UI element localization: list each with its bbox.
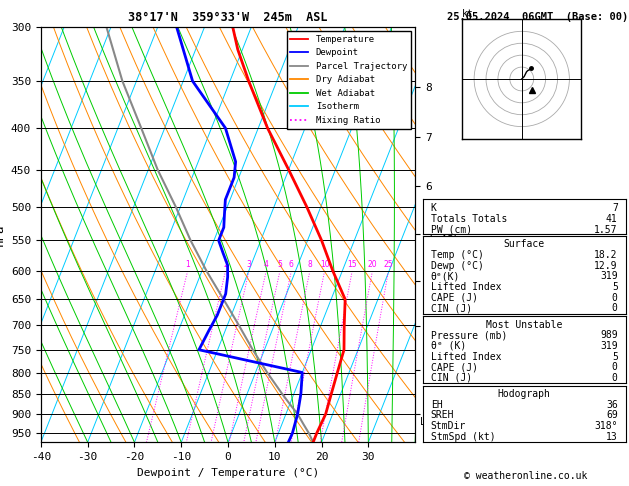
Text: Dewp (°C): Dewp (°C) bbox=[431, 260, 484, 271]
Text: 12.9: 12.9 bbox=[594, 260, 618, 271]
Text: 0: 0 bbox=[612, 293, 618, 303]
Text: θᵉ (K): θᵉ (K) bbox=[431, 341, 466, 351]
Title: 38°17'N  359°33'W  245m  ASL: 38°17'N 359°33'W 245m ASL bbox=[128, 11, 328, 24]
Text: CAPE (J): CAPE (J) bbox=[431, 293, 478, 303]
Text: 4: 4 bbox=[264, 260, 269, 269]
Text: 1: 1 bbox=[185, 260, 190, 269]
Text: CIN (J): CIN (J) bbox=[431, 303, 472, 313]
X-axis label: Dewpoint / Temperature (°C): Dewpoint / Temperature (°C) bbox=[137, 468, 319, 478]
Text: Totals Totals: Totals Totals bbox=[431, 214, 507, 224]
Text: 0: 0 bbox=[612, 303, 618, 313]
Text: LCL: LCL bbox=[420, 417, 437, 427]
Text: 318°: 318° bbox=[594, 421, 618, 431]
Text: θᵉ(K): θᵉ(K) bbox=[431, 271, 460, 281]
Text: PW (cm): PW (cm) bbox=[431, 225, 472, 235]
Y-axis label: hPa: hPa bbox=[0, 223, 6, 246]
Text: 319: 319 bbox=[600, 341, 618, 351]
Text: Hodograph: Hodograph bbox=[498, 389, 551, 399]
Text: Lifted Index: Lifted Index bbox=[431, 282, 501, 292]
Text: 8: 8 bbox=[308, 260, 312, 269]
Text: 20: 20 bbox=[367, 260, 377, 269]
Text: 7: 7 bbox=[612, 203, 618, 213]
Text: 10: 10 bbox=[320, 260, 330, 269]
Text: EH: EH bbox=[431, 399, 443, 410]
Text: 5: 5 bbox=[612, 282, 618, 292]
Text: 13: 13 bbox=[606, 432, 618, 442]
Text: Lifted Index: Lifted Index bbox=[431, 351, 501, 362]
Text: © weatheronline.co.uk: © weatheronline.co.uk bbox=[464, 471, 587, 481]
Text: 25.05.2024  06GMT  (Base: 00): 25.05.2024 06GMT (Base: 00) bbox=[447, 12, 628, 22]
Y-axis label: km
ASL: km ASL bbox=[441, 224, 461, 245]
Text: 3: 3 bbox=[247, 260, 252, 269]
Text: 0: 0 bbox=[612, 373, 618, 383]
Text: 0: 0 bbox=[612, 362, 618, 372]
Text: 36: 36 bbox=[606, 399, 618, 410]
Text: 2: 2 bbox=[223, 260, 228, 269]
Text: 25: 25 bbox=[384, 260, 393, 269]
Text: Pressure (mb): Pressure (mb) bbox=[431, 330, 507, 340]
Text: StmDir: StmDir bbox=[431, 421, 466, 431]
Text: 1.57: 1.57 bbox=[594, 225, 618, 235]
Text: 5: 5 bbox=[277, 260, 282, 269]
Text: 69: 69 bbox=[606, 410, 618, 420]
Text: 319: 319 bbox=[600, 271, 618, 281]
Text: Most Unstable: Most Unstable bbox=[486, 320, 562, 330]
Text: kt: kt bbox=[462, 9, 474, 18]
Text: StmSpd (kt): StmSpd (kt) bbox=[431, 432, 496, 442]
Text: CAPE (J): CAPE (J) bbox=[431, 362, 478, 372]
Text: 15: 15 bbox=[347, 260, 357, 269]
Text: K: K bbox=[431, 203, 437, 213]
Text: 989: 989 bbox=[600, 330, 618, 340]
Text: CIN (J): CIN (J) bbox=[431, 373, 472, 383]
Text: Temp (°C): Temp (°C) bbox=[431, 250, 484, 260]
Text: 5: 5 bbox=[612, 351, 618, 362]
Legend: Temperature, Dewpoint, Parcel Trajectory, Dry Adiabat, Wet Adiabat, Isotherm, Mi: Temperature, Dewpoint, Parcel Trajectory… bbox=[287, 31, 411, 129]
Text: 41: 41 bbox=[606, 214, 618, 224]
Text: 6: 6 bbox=[289, 260, 294, 269]
Text: SREH: SREH bbox=[431, 410, 454, 420]
Text: 18.2: 18.2 bbox=[594, 250, 618, 260]
Text: Surface: Surface bbox=[504, 240, 545, 249]
